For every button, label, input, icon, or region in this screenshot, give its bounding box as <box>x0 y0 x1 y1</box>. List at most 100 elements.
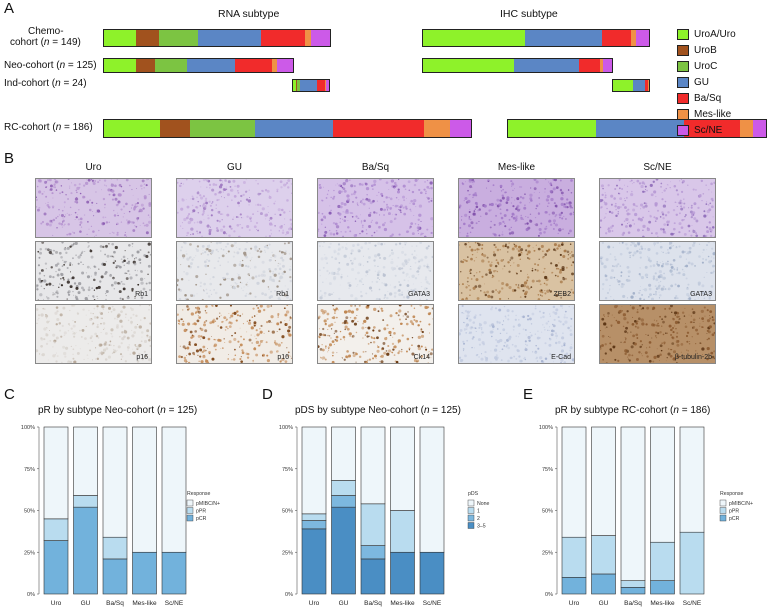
bar-segment-gu <box>632 80 645 91</box>
histology-image <box>599 178 716 238</box>
rna-bar-neo <box>103 58 294 73</box>
bar-segment-uroa-uro <box>293 80 296 91</box>
x-tick-label: GU <box>81 600 91 607</box>
bar-pcr <box>102 558 128 595</box>
legend-label: 2 <box>477 516 480 522</box>
legend-swatch <box>467 514 475 522</box>
marker-label: Rb1 <box>276 291 289 298</box>
legend-item-urob: UroB <box>677 45 717 56</box>
bar-segment-sc-ne <box>310 30 330 46</box>
x-tick-label: Mes-like <box>390 600 415 607</box>
bar-pmibc-n- <box>73 426 98 496</box>
y-tick-label: 100% <box>279 425 293 431</box>
x-tick-label: Ba/Sq <box>624 600 642 607</box>
bar-ppr <box>73 495 98 508</box>
bar-3-5 <box>360 558 386 595</box>
bar-segment-mes-like <box>324 80 327 91</box>
x-tick-label: Uro <box>569 600 580 607</box>
legend-item-uroc: UroC <box>677 61 717 72</box>
bar-pmibc-n- <box>43 426 69 520</box>
bar-none <box>390 426 415 511</box>
legend-swatch <box>677 93 689 104</box>
bar-ppr <box>620 580 646 588</box>
bar-segment-uroa-uro <box>508 120 596 137</box>
bar-segment-gu <box>524 30 603 46</box>
chart-c-title: pR by subtype Neo-cohort (n = 125) <box>38 405 198 416</box>
bar-segment-uroa-uro <box>104 120 160 137</box>
bar-segment-ba-sq <box>317 80 325 91</box>
bar-pcr <box>161 551 187 595</box>
y-tick-label: 50% <box>542 509 553 515</box>
bar-pmibc-n- <box>620 426 646 581</box>
chart-e-title: pR by subtype RC-cohort (n = 186) <box>555 405 711 416</box>
x-tick-label: GU <box>599 600 609 607</box>
panel-letter-b: B <box>4 150 15 167</box>
panel-letter-d: D <box>262 386 273 403</box>
y-tick-label: 0% <box>545 592 553 598</box>
bar-pcr <box>591 573 616 595</box>
bar-segment-uroc <box>158 30 198 46</box>
cohort-label-ind: Ind-cohort (n = 24) <box>4 78 87 89</box>
histology-column-2: Ba/Sq <box>361 162 390 173</box>
bar-pcr <box>132 551 157 595</box>
bar-segment-uroa-uro <box>423 30 525 46</box>
bar-none <box>360 426 386 505</box>
legend-item-uroa-uro: UroA/Uro <box>677 29 736 40</box>
bar-segment-uroc <box>189 120 256 137</box>
bar-1 <box>390 510 415 553</box>
legend-swatch <box>719 514 727 522</box>
bar-1 <box>301 513 327 521</box>
y-tick-label: 75% <box>282 467 293 473</box>
bar-segment-uroc <box>297 80 301 91</box>
bar-segment-urob <box>135 30 159 46</box>
legend-label: pCR <box>729 516 740 522</box>
bar-segment-gu <box>595 120 684 137</box>
bar-segment-sc-ne <box>449 120 471 137</box>
y-tick-label: 100% <box>21 425 35 431</box>
x-tick-label: GU <box>339 600 349 607</box>
histology-image: p16 <box>176 304 293 364</box>
x-tick-label: Mes-like <box>132 600 157 607</box>
bar-segment-mes-like <box>630 30 637 46</box>
rna-subtype-title: RNA subtype <box>218 8 280 20</box>
bar-pcr <box>620 587 646 595</box>
legend-swatch <box>186 514 194 522</box>
histology-column-3: Mes-like <box>497 162 536 173</box>
chart-c: 0% 25% 50% 75% 100% Uro GU Ba/Sq Mes-like Sc/NE Re… <box>21 425 220 607</box>
bar-segment-ba-sq <box>602 30 631 46</box>
chart-e: 0% 25% 50% 75% 100% Uro GU Ba/Sq Mes-like Sc/NE Re… <box>539 425 753 607</box>
legend-swatch <box>719 507 727 514</box>
legend-swatch <box>467 507 475 514</box>
bar-ppr <box>43 518 69 541</box>
legend-title: pDS <box>468 491 479 497</box>
marker-label: β-tubulin-2b <box>674 354 712 361</box>
bar-segment-gu <box>186 59 235 72</box>
bar-ppr <box>650 541 675 581</box>
rna-bar-chemo <box>103 29 331 47</box>
x-tick-label: Uro <box>51 600 62 607</box>
marker-label: E-Cad <box>551 354 571 361</box>
bar-pmibc-n- <box>650 426 675 543</box>
bar-segment-sc-ne <box>276 59 293 72</box>
legend-label: pPR <box>729 509 739 515</box>
bar-segment-mes-like <box>599 59 603 72</box>
y-tick-label: 25% <box>282 550 293 556</box>
histology-image: β-tubulin-2b <box>599 304 716 364</box>
legend-swatch <box>719 499 727 507</box>
bar-pmibc-n- <box>679 426 705 533</box>
bar-segment-ba-sq <box>333 120 424 137</box>
x-tick-label: Ba/Sq <box>364 600 382 607</box>
bar-none <box>419 426 445 553</box>
bar-pcr <box>73 506 98 595</box>
histology-image: GATA3 <box>317 241 434 301</box>
bar-segment-uroa-uro <box>104 59 136 72</box>
marker-label: ZEB2 <box>553 291 571 298</box>
y-tick-label: 0% <box>285 592 293 598</box>
y-tick-label: 75% <box>24 467 35 473</box>
legend-swatch <box>467 522 475 529</box>
legend-swatch <box>677 45 689 56</box>
bar-segment-uroa-uro <box>104 30 136 46</box>
bar-pcr <box>561 577 587 595</box>
bar-segment-mes-like <box>304 30 311 46</box>
marker-label: p16 <box>136 354 148 361</box>
